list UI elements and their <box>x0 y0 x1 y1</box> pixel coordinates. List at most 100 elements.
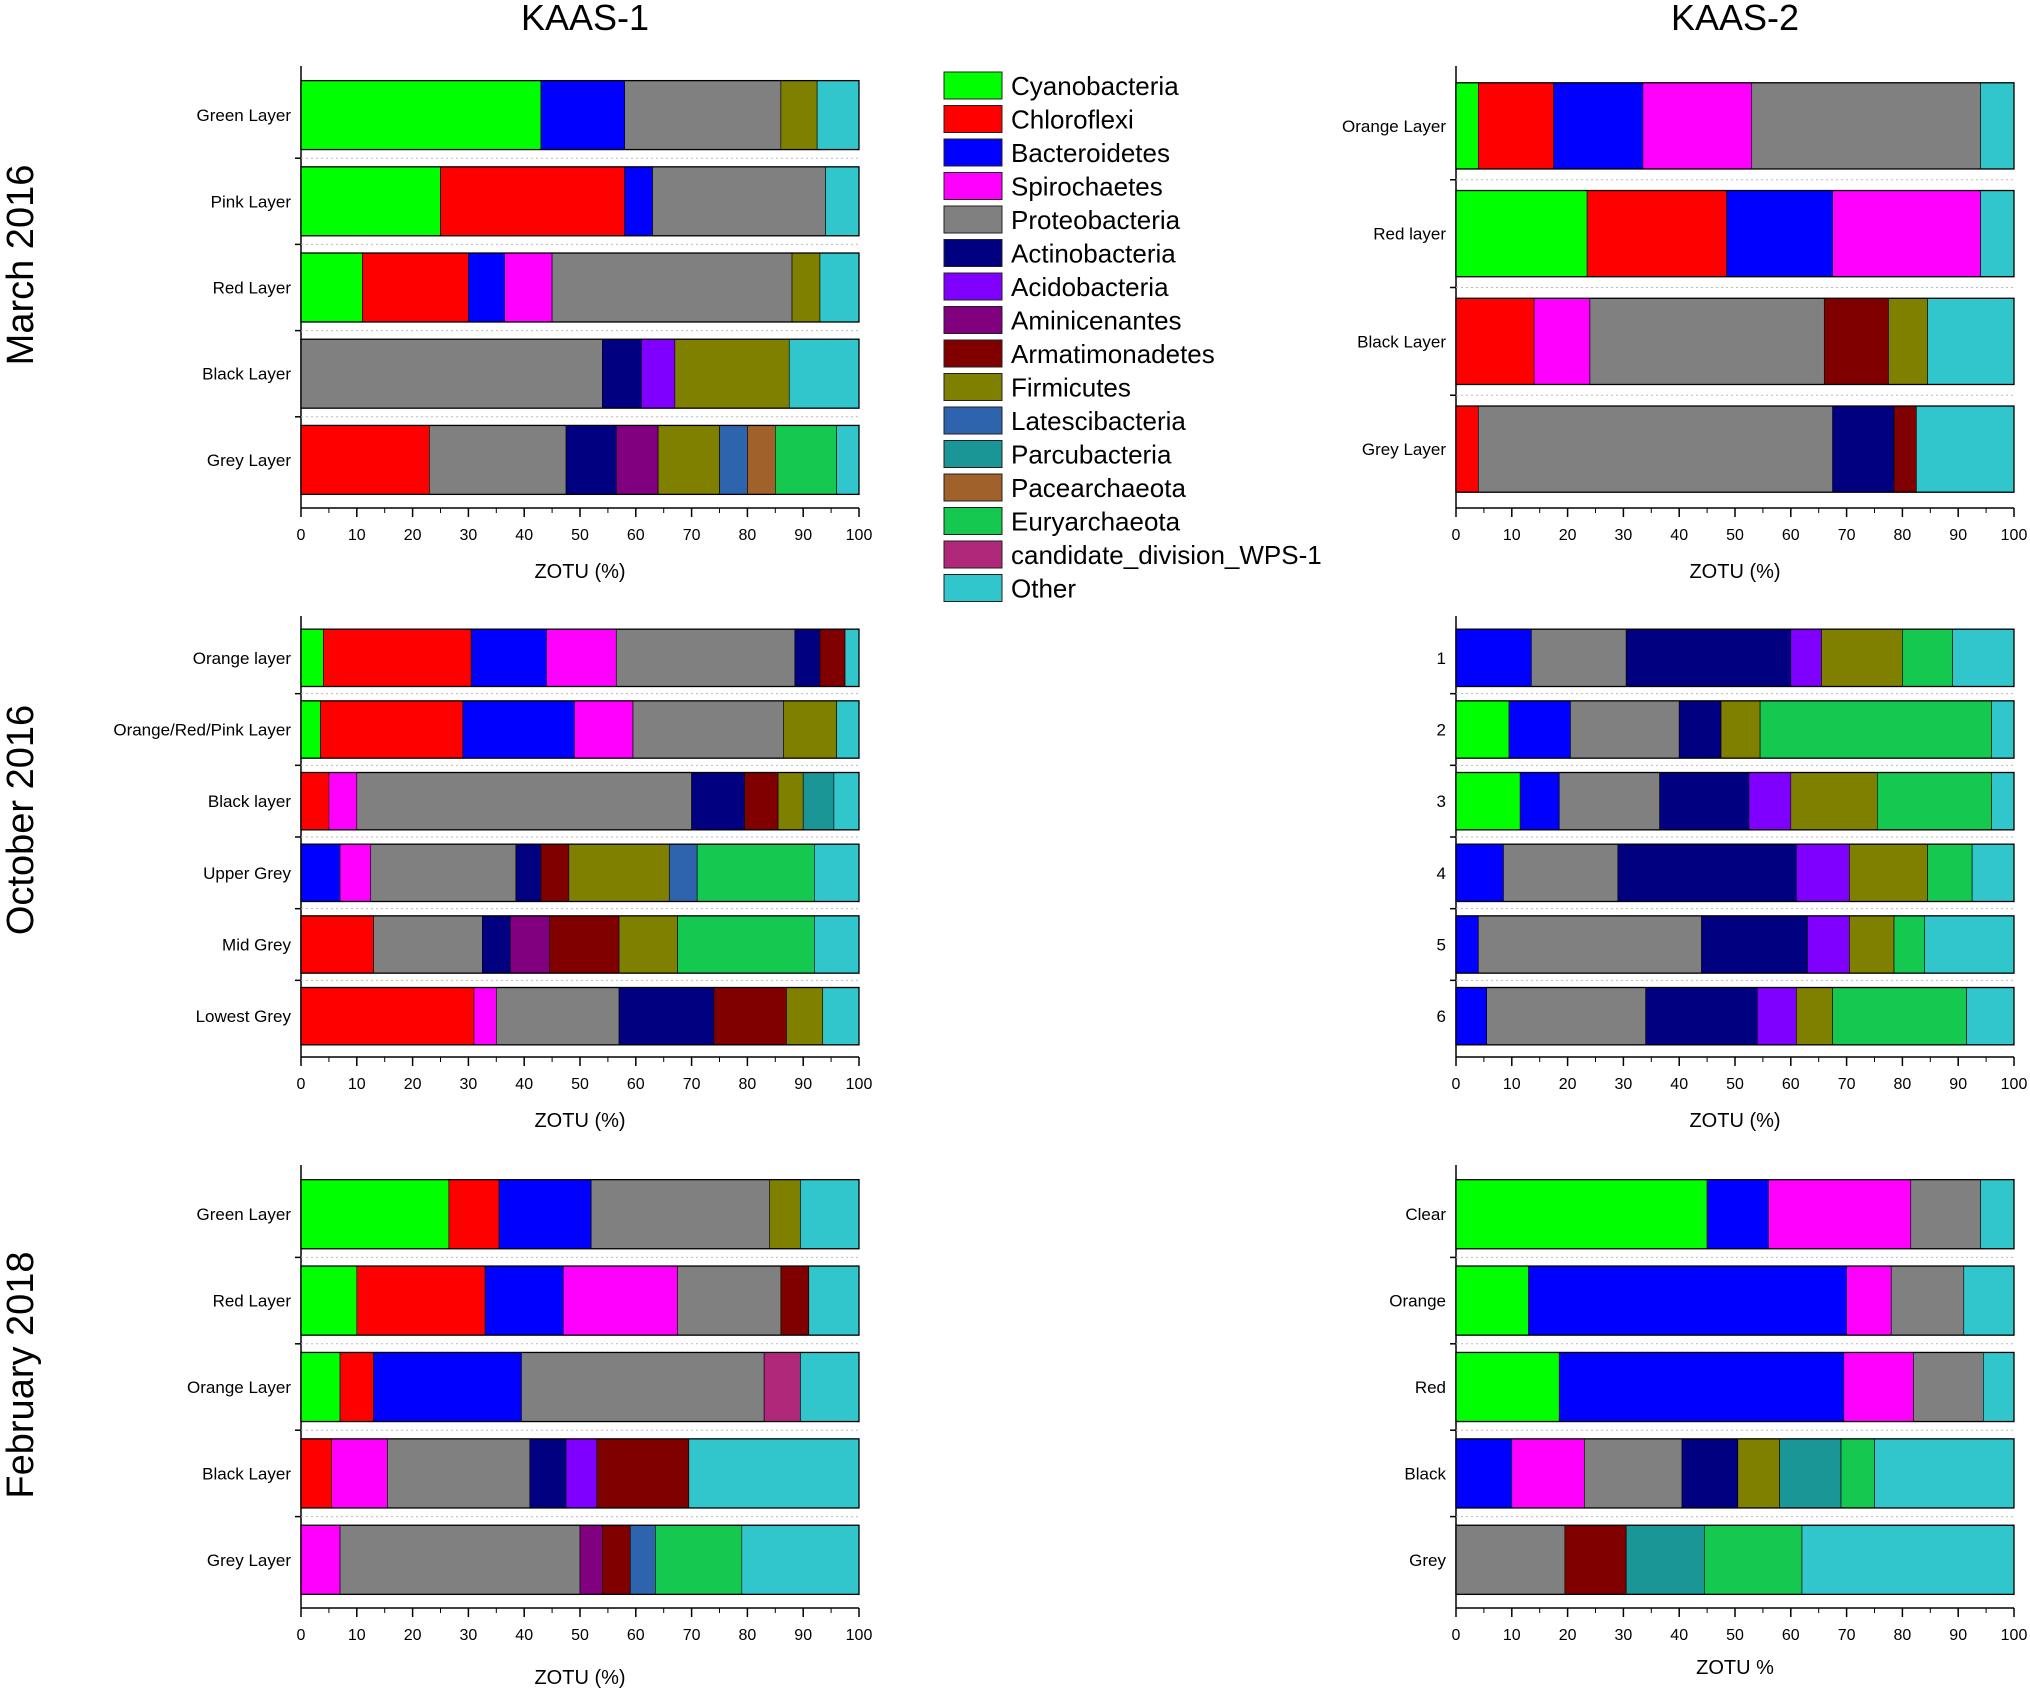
bar-segment-armatimonadetes <box>744 772 779 831</box>
category-label: Red layer <box>1373 225 1446 244</box>
x-tick-label: 50 <box>571 1076 589 1093</box>
x-tick-label: 80 <box>739 1627 757 1644</box>
row-title-october-2016: October 2016 <box>0 705 42 935</box>
bar-segment-bacteroidetes <box>540 80 625 150</box>
bar-outline <box>300 915 860 974</box>
bar-segment-spirochaetes <box>1533 297 1591 385</box>
bar-segment-aminicenantes <box>615 425 659 495</box>
bar-segment-proteobacteria <box>1478 405 1833 493</box>
bar-segment-euryarchaeota <box>774 425 837 495</box>
bar-segment-firmicutes <box>1849 843 1928 902</box>
bar-segment-other <box>836 700 860 759</box>
bar-segment-acidobacteria <box>1790 628 1822 687</box>
bar-segment-other <box>819 252 860 323</box>
bar-segment-acidobacteria <box>1757 987 1797 1046</box>
x-tick-label: 90 <box>1949 1627 1967 1644</box>
x-tick-label: 30 <box>1615 1076 1633 1093</box>
category-label: 5 <box>1437 936 1446 955</box>
bar-segment-firmicutes <box>1720 700 1761 759</box>
x-tick-label: 20 <box>404 1076 422 1093</box>
bar-segment-actinobacteria <box>1832 405 1895 493</box>
bar-segment-spirochaetes <box>300 1524 341 1595</box>
legend-label-bacteroidetes: Bacteroidetes <box>1011 138 1170 168</box>
x-tick-label: 10 <box>1503 1627 1521 1644</box>
bar-segment-other <box>1991 772 2015 831</box>
category-label: Red <box>1415 1378 1446 1397</box>
bar-segment-firmicutes <box>1737 1438 1780 1509</box>
legend-label-latescibacteria: Latescibacteria <box>1011 406 1186 436</box>
x-tick-label: 20 <box>1559 1076 1577 1093</box>
bar-segment-other <box>822 987 860 1046</box>
bar-segment-proteobacteria <box>339 1524 581 1595</box>
legend-label-aminicenantes: Aminicenantes <box>1011 306 1182 336</box>
row-title-march-2016: March 2016 <box>0 165 42 366</box>
bar-outline <box>1455 1178 2015 1250</box>
bar-outline <box>1455 297 2015 386</box>
x-tick-label: 10 <box>348 1627 366 1644</box>
x-tick-label: 70 <box>1838 1076 1856 1093</box>
bar-segment-actinobacteria <box>482 915 511 974</box>
bar-segment-bacteroidetes <box>484 1265 564 1336</box>
panel-kaas-2-february-2018: Clear Orange Red Black Grey 0 10 20 30 40 50 60 70 80… <box>1389 1165 2027 1679</box>
x-tick-label: 90 <box>1949 1076 1967 1093</box>
bar-segment-parcubacteria <box>802 772 835 831</box>
bar-segment-bacteroidetes <box>1726 190 1833 278</box>
bar-segment-cyanobacteria <box>1455 772 1521 831</box>
x-axis-label: ZOTU (%) <box>534 1667 625 1689</box>
bar-segment-proteobacteria <box>632 700 784 759</box>
row-title-february-2018: February 2018 <box>0 1251 42 1498</box>
bar-segment-proteobacteria <box>551 252 793 323</box>
x-tick-label: 0 <box>297 527 306 544</box>
bar-segment-parcubacteria <box>1625 1524 1705 1595</box>
bar-segment-proteobacteria <box>677 1265 782 1336</box>
bar-segment-proteobacteria <box>1486 987 1647 1046</box>
legend-swatch-euryarchaeota <box>943 507 1003 535</box>
bar-outline <box>300 79 860 151</box>
x-tick-label: 10 <box>348 527 366 544</box>
bar-segment-acidobacteria <box>1748 772 1792 831</box>
legend-label-actinobacteria: Actinobacteria <box>1011 239 1176 269</box>
bar-segment-spirochaetes <box>1511 1438 1585 1509</box>
legend-swatch-aminicenantes <box>943 306 1003 334</box>
bar-segment-proteobacteria <box>1558 772 1660 831</box>
category-label: 2 <box>1437 721 1446 740</box>
panel-kaas-1-october-2016: Orange layer Orange/Red/Pink Layer Black l… <box>113 616 872 1132</box>
bar-segment-other <box>1963 1265 2015 1336</box>
bar-segment-armatimonadetes <box>602 1524 631 1595</box>
bar-segment-chloroflexi <box>1586 190 1727 278</box>
bar-segment-firmicutes <box>780 80 818 150</box>
legend-label-pacearchaeota: Pacearchaeota <box>1011 473 1186 503</box>
bar-segment-other <box>825 166 860 237</box>
category-label: Black Layer <box>1357 332 1446 351</box>
bar-segment-other <box>816 80 860 150</box>
bar-segment-proteobacteria <box>1570 700 1680 759</box>
x-tick-label: 80 <box>739 527 757 544</box>
x-tick-label: 20 <box>1559 1627 1577 1644</box>
bar-segment-actinobacteria <box>1678 700 1722 759</box>
category-label: Grey Layer <box>1362 440 1446 459</box>
legend-label-firmicutes: Firmicutes <box>1011 373 1131 403</box>
bar-segment-bacteroidetes <box>1508 700 1571 759</box>
bar-segment-firmicutes <box>786 987 824 1046</box>
bar-segment-chloroflexi <box>356 1265 486 1336</box>
bar-outline <box>1455 1524 2015 1596</box>
x-tick-label: 40 <box>515 1627 533 1644</box>
bar-outline <box>1455 1265 2015 1336</box>
x-axis-label: ZOTU (%) <box>1689 1110 1780 1132</box>
bar-segment-armatimonadetes <box>1564 1524 1627 1595</box>
bar-segment-cyanobacteria <box>300 628 324 687</box>
bar-segment-other <box>1980 82 2015 170</box>
x-tick-label: 50 <box>571 527 589 544</box>
bar-outline <box>300 252 860 323</box>
x-tick-label: 70 <box>683 527 701 544</box>
bar-segment-spirochaetes <box>339 843 372 902</box>
bar-segment-other <box>814 915 860 974</box>
bar-segment-other <box>833 772 860 831</box>
legend-label-armatimonadetes: Armatimonadetes <box>1011 339 1215 369</box>
category-label: Orange Layer <box>1342 117 1446 136</box>
bar-segment-spirochaetes <box>1846 1265 1892 1336</box>
legend-swatch-spirochaetes <box>943 172 1003 200</box>
bar-segment-cyanobacteria <box>1455 1352 1560 1422</box>
bar-segment-actinobacteria <box>1645 987 1758 1046</box>
